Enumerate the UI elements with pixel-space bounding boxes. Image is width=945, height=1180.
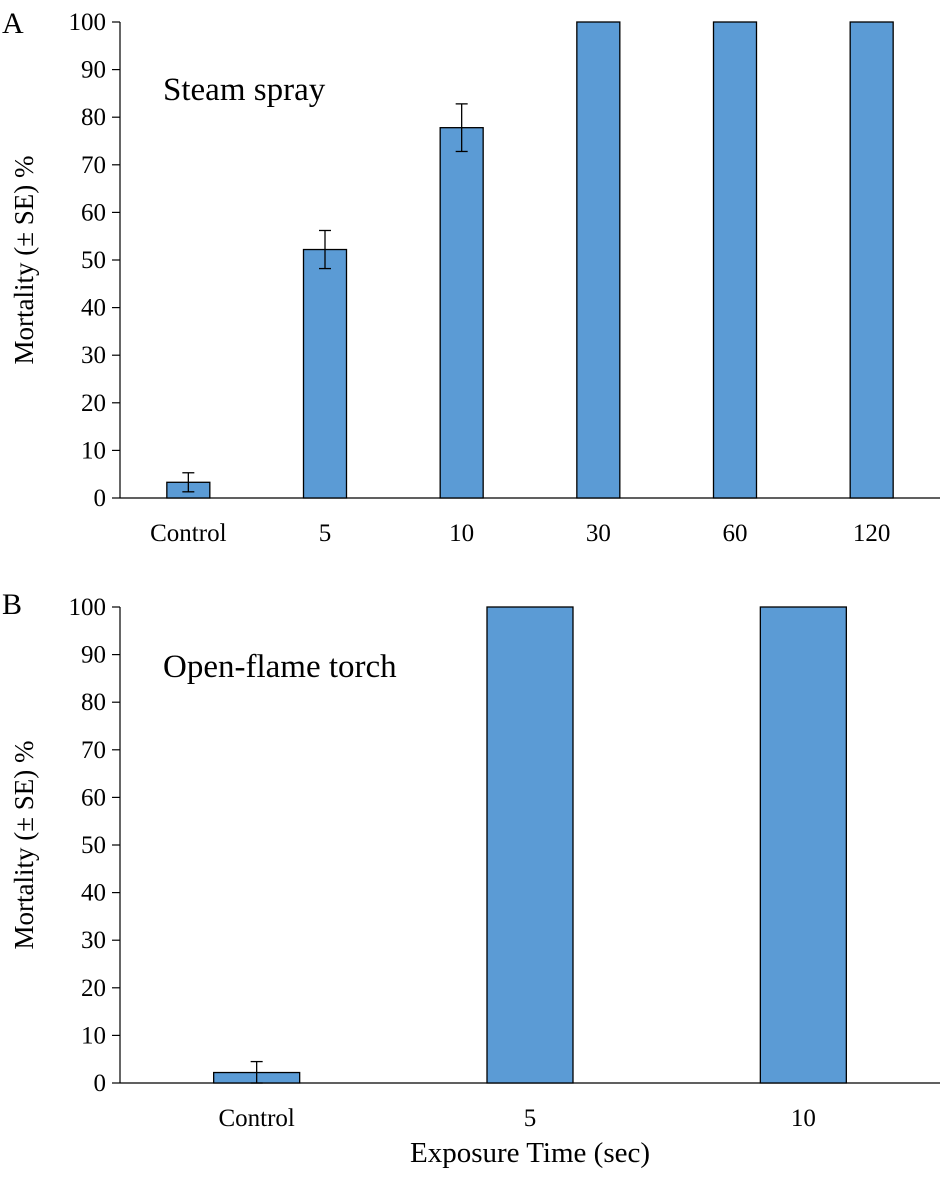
panel-a-bar [439,127,484,499]
panel-a-x-tick-label: 5 [319,520,332,547]
panel-b-y-tick-label: 10 [81,1022,106,1049]
panel-a-bar [712,21,758,499]
panel-a-bar [849,21,894,499]
panel-b-y-tick-label: 60 [81,784,106,811]
panel-a-y-tick-label: 0 [94,485,107,512]
panel-a-y-tick-label: 10 [81,437,106,464]
panel-a-x-tick-label: 60 [723,520,748,547]
panel-a-x-tick-label: 10 [449,520,474,547]
panel-a-y-tick-label: 20 [81,390,106,417]
panel-a-y-tick-label: 60 [81,199,106,226]
panel-a-y-tick-label: 30 [81,342,106,369]
panel-a-y-tick-label: 70 [81,152,106,179]
panel-a-x-ticks: Control 5 10 30 60 120 [150,520,890,547]
panel-b-y-tick-label: 0 [94,1070,107,1097]
panel-a-letter: A [2,7,24,40]
panel-a-x-tick-label: 30 [586,520,611,547]
panel-a-x-tick-label: 120 [853,520,891,547]
panel-b-y-tick-label: 90 [81,642,106,669]
panel-b-bar [759,606,847,1084]
panel-a-bars [166,21,894,499]
panel-b-x-ticks: Control 5 10 [218,1105,815,1132]
panel-a-bar [302,248,348,499]
panel-a-x-tick-label: Control [150,520,226,547]
panel-a-y-tick-label: 50 [81,247,106,274]
panel-a-y-tick-label: 100 [69,9,107,36]
panel-b: B Open-flame torch Mortality (± SE) % 0 1… [2,588,940,1132]
panel-b-letter: B [2,588,22,621]
panel-a-error-bars [182,103,468,493]
panel-b-y-tick-label: 70 [81,737,106,764]
panel-a-title: Steam spray [163,72,326,108]
panel-b-y-tick-label: 50 [81,832,106,859]
panel-b-y-tick-label: 30 [81,927,106,954]
panel-a-y-tick-label: 80 [81,104,106,131]
panel-b-y-tick-label: 100 [69,594,107,621]
panel-b-y-ticks: 0 10 20 30 40 50 60 70 80 90 100 [69,594,120,1097]
x-axis-title: Exposure Time (sec) [410,1137,650,1169]
panel-b-bar [486,606,574,1084]
panel-a: A Steam spray Mortality (± SE) % 0 10 20 30… [2,7,940,547]
panel-b-x-tick-label: 10 [791,1105,816,1132]
panel-b-x-tick-label: Control [218,1105,294,1132]
panel-a-bar [576,21,621,499]
panel-a-y-ticks: 0 10 20 30 40 50 60 70 80 90 100 [69,9,120,512]
panel-a-y-tick-label: 90 [81,57,106,84]
panel-b-y-tick-label: 40 [81,880,106,907]
panel-b-title: Open-flame torch [163,649,397,685]
panel-a-y-tick-label: 40 [81,295,106,322]
panel-b-x-tick-label: 5 [524,1105,537,1132]
panel-b-y-tick-label: 80 [81,689,106,716]
panel-b-error-bars [250,1060,263,1084]
panel-a-ylabel: Mortality (± SE) % [9,155,39,364]
panel-b-y-tick-label: 20 [81,975,106,1002]
panel-b-ylabel: Mortality (± SE) % [9,740,39,949]
